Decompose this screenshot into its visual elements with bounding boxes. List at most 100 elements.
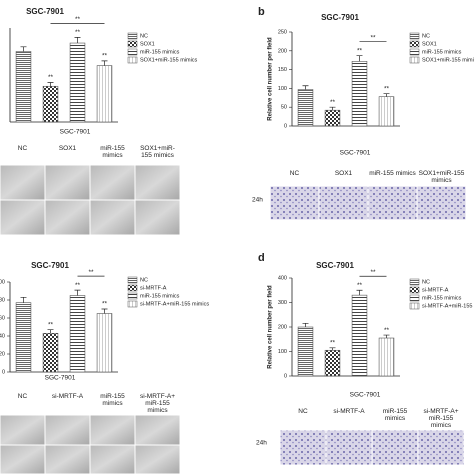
row-label: 24h	[252, 197, 263, 204]
micrograph	[280, 430, 326, 465]
bar	[324, 109, 341, 127]
bar	[297, 326, 314, 377]
significance-label: **	[330, 99, 336, 106]
legend-label: miR-155 mimics	[422, 49, 462, 55]
column-label: miR-155 mimics	[100, 145, 125, 159]
bracket-label: **	[75, 16, 81, 23]
error-bar	[302, 322, 309, 327]
bar	[42, 332, 59, 373]
y-tick-label: 150	[278, 67, 287, 73]
micrograph	[90, 445, 135, 474]
legend-swatch	[409, 286, 420, 294]
bar	[351, 61, 368, 127]
column-label: NC	[298, 408, 308, 415]
micrograph	[0, 415, 45, 445]
micrograph	[135, 165, 180, 200]
micrograph	[90, 200, 135, 235]
image-panel-title: SGC-7901	[340, 150, 371, 157]
micrograph	[368, 186, 417, 220]
y-tick-label: 200	[278, 324, 287, 330]
legend-swatch	[127, 292, 138, 300]
y-tick-label: 300	[278, 300, 287, 306]
micrograph	[135, 415, 180, 445]
column-label: NC	[17, 393, 28, 400]
legend-swatch	[409, 278, 420, 286]
column-label: SOX1	[334, 170, 353, 177]
micrograph	[418, 430, 464, 465]
bar	[42, 85, 59, 123]
legend-swatch	[127, 284, 138, 292]
error-bar	[20, 296, 27, 303]
chart-title: SGC-7901	[321, 13, 359, 22]
bracket-label: **	[370, 269, 376, 276]
legend-label: si-MRTF-A+miR-155 mimics	[422, 303, 474, 309]
column-label: miR-155 mimics	[100, 393, 125, 407]
significance-label: **	[102, 301, 108, 308]
y-tick-label: 0	[284, 373, 287, 379]
y-tick-label: 100	[278, 349, 287, 355]
significance-label: **	[75, 29, 81, 36]
y-tick-label: 40	[0, 333, 5, 339]
error-bar	[302, 85, 309, 90]
chart-title: SGC-7901	[26, 7, 64, 16]
column-label: SOX1	[58, 145, 77, 152]
significance-label: **	[357, 47, 363, 54]
legend-swatch	[127, 56, 138, 64]
y-tick-label: 200	[278, 48, 287, 54]
error-bar	[329, 347, 336, 351]
legend-swatch	[127, 276, 138, 284]
y-tick-label: 50	[281, 105, 287, 111]
legend-label: SOX1	[140, 41, 155, 47]
legend-label: SOX1	[422, 41, 437, 47]
image-panel-title: SGC-7901	[60, 129, 91, 136]
error-bar	[383, 334, 390, 339]
y-tick-label: 250	[278, 29, 287, 35]
legend-swatch	[409, 294, 420, 302]
legend-label: SOX1+miR-155 mimics	[422, 57, 474, 63]
image-panel-title: SGC-7901	[350, 392, 381, 399]
error-bar	[74, 37, 81, 44]
micrograph	[90, 165, 135, 200]
legend-label: si-MRTF-A+miR-155 mimics	[140, 301, 209, 307]
significance-label: **	[102, 53, 108, 60]
bar	[15, 302, 32, 373]
panel-letter: b	[258, 6, 265, 18]
y-axis-label: Relative cell number per field	[268, 37, 274, 121]
error-bar	[101, 60, 108, 66]
bar	[15, 51, 32, 123]
column-label: si-MRTF-A	[51, 393, 84, 400]
legend-label: SOX1+miR-155 mimics	[140, 57, 198, 63]
micrograph	[270, 186, 319, 220]
y-tick-label: 100	[0, 279, 5, 285]
error-bar	[329, 106, 336, 111]
significance-label: **	[75, 282, 81, 289]
legend-swatch	[409, 48, 420, 56]
error-bar	[383, 93, 390, 97]
bracket-label: **	[370, 34, 376, 41]
micrograph	[319, 186, 368, 220]
micrograph	[45, 445, 90, 474]
legend-swatch	[127, 300, 138, 308]
legend-label: si-MRTF-A	[422, 287, 449, 293]
legend-label: NC	[140, 33, 148, 39]
column-label: SOX1+miR-155 mimics	[140, 145, 175, 159]
bar	[96, 313, 113, 373]
significance-label: **	[384, 327, 390, 334]
legend-swatch	[409, 56, 420, 64]
micrograph	[90, 415, 135, 445]
bar	[351, 294, 368, 377]
legend-label: miR-155 mimics	[140, 293, 180, 299]
significance-label: **	[330, 340, 336, 347]
panel-letter: d	[258, 252, 265, 264]
y-tick-label: 20	[0, 351, 5, 357]
bar	[324, 349, 341, 377]
error-bar	[47, 82, 54, 87]
micrograph	[326, 430, 372, 465]
legend-label: NC	[422, 279, 430, 285]
micrograph	[135, 200, 180, 235]
legend-label: si-MRTF-A	[140, 285, 167, 291]
error-bar	[20, 46, 27, 52]
micrograph	[45, 415, 90, 445]
bar	[69, 42, 86, 123]
